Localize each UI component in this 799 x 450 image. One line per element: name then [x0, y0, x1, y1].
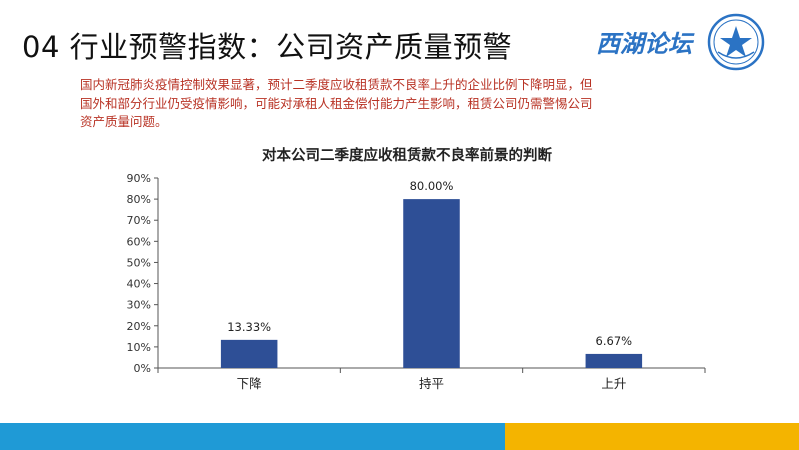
bar-chart: 对本公司二季度应收租赁款不良率前景的判断 0% 10% 20% 30% 40% 50% 60…	[127, 146, 706, 391]
bar-data-label: 6.67%	[596, 334, 633, 348]
y-tick-label: 20%	[127, 320, 151, 333]
y-tick-label: 70%	[127, 214, 151, 227]
bar-series: 13.33% 80.00% 6.67%	[220, 179, 643, 368]
x-category-label: 上升	[601, 376, 626, 391]
x-category-label: 持平	[419, 376, 444, 391]
bar	[585, 353, 643, 368]
summary-line: 国外和部分行业仍受疫情影响，可能对承租人租金偿付能力产生影响，租赁公司仍需警惕公…	[80, 95, 593, 111]
x-category-label: 下降	[237, 376, 263, 391]
footer-band-blue	[0, 423, 505, 450]
y-tick-label: 40%	[127, 278, 151, 291]
summary-line: 资产质量问题。	[80, 114, 168, 129]
x-axis: 下降 持平 上升	[157, 367, 706, 391]
slide-title: 04 行业预警指数：公司资产质量预警	[22, 30, 513, 64]
y-tick-label: 60%	[127, 235, 151, 248]
chart-title: 对本公司二季度应收租赁款不良率前景的判断	[262, 146, 552, 164]
y-tick-label: 30%	[127, 299, 151, 312]
brand-wordmark: 西湖论坛	[596, 29, 692, 58]
bar	[403, 199, 460, 368]
y-axis: 0% 10% 20% 30% 40% 50% 60% 70% 80% 90%	[127, 172, 159, 375]
y-tick-label: 50%	[127, 256, 151, 269]
footer-band-yellow	[505, 423, 799, 450]
y-tick-label: 0%	[134, 362, 151, 375]
bar-data-label: 13.33%	[227, 320, 271, 334]
forum-emblem-icon	[707, 13, 765, 71]
y-tick-label: 80%	[127, 193, 151, 206]
bar-data-label: 80.00%	[410, 179, 454, 193]
summary-line: 国内新冠肺炎疫情控制效果显著，预计二季度应收租赁款不良率上升的企业比例下降明显，…	[80, 77, 593, 92]
bar	[220, 339, 278, 368]
y-tick-label: 10%	[127, 341, 151, 354]
summary-paragraph: 国内新冠肺炎疫情控制效果显著，预计二季度应收租赁款不良率上升的企业比例下降明显，…	[80, 76, 720, 132]
y-tick-label: 90%	[127, 172, 151, 185]
